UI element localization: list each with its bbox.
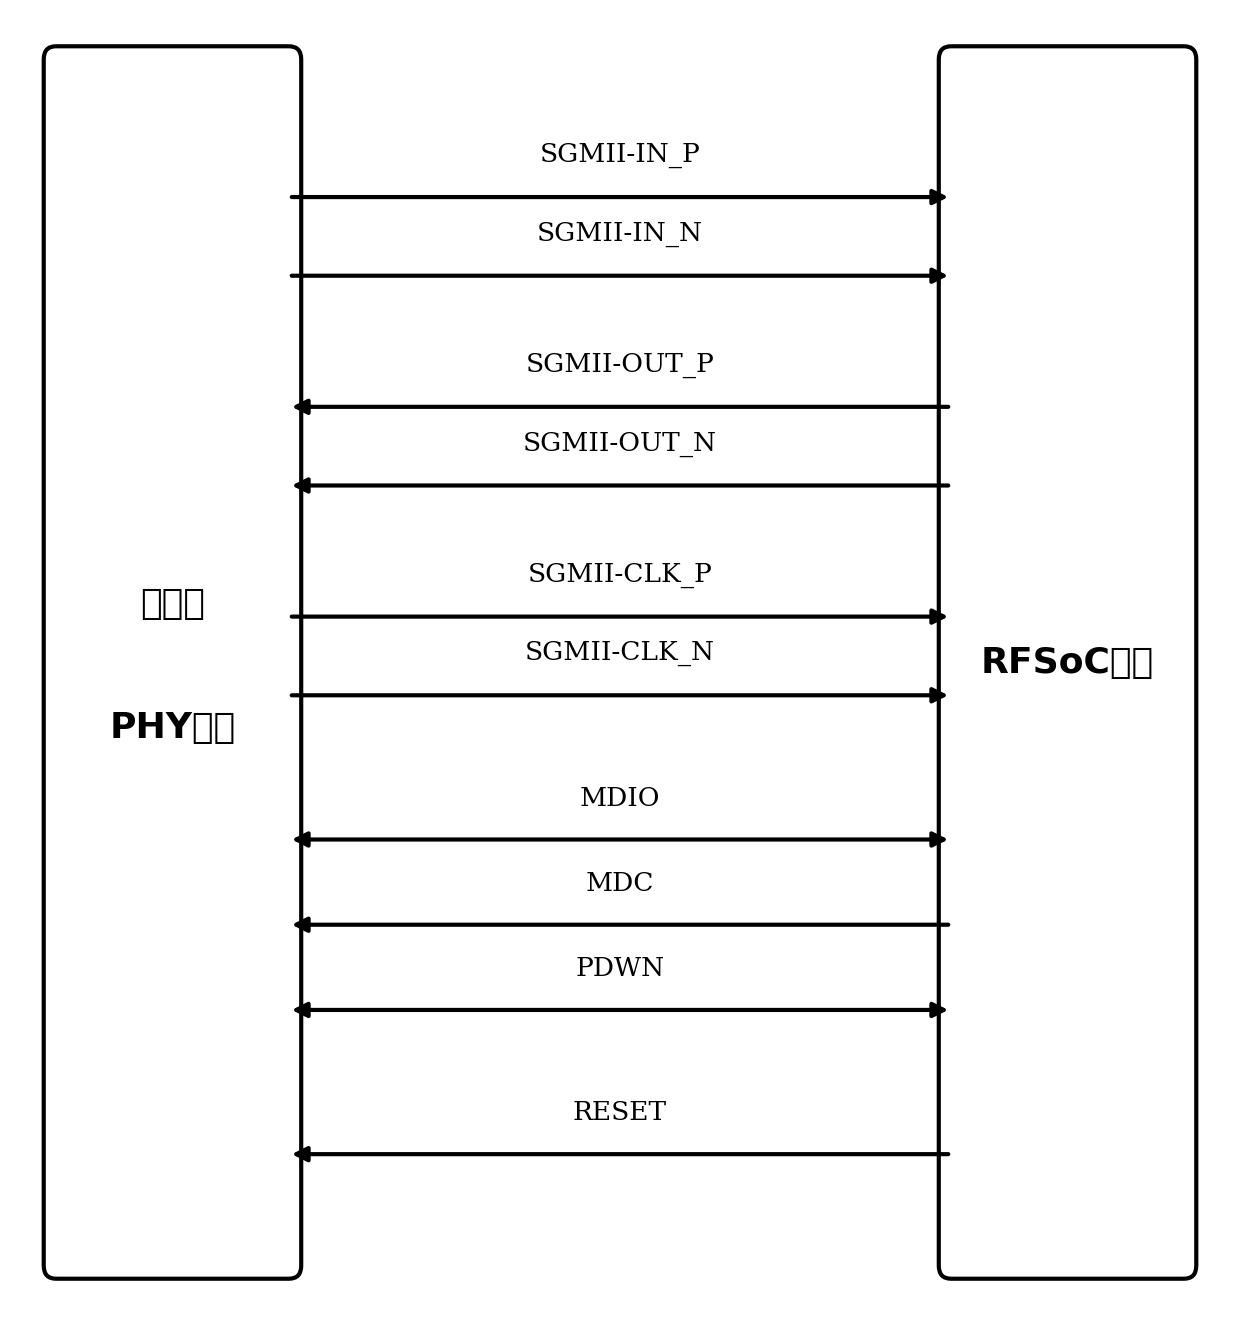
Text: 以太网: 以太网 [140,587,205,620]
Text: MDC: MDC [585,871,655,896]
Text: SGMII-OUT_P: SGMII-OUT_P [526,352,714,378]
Text: SGMII-IN_P: SGMII-IN_P [539,143,701,168]
FancyBboxPatch shape [43,46,301,1279]
Text: SGMII-CLK_N: SGMII-CLK_N [525,641,715,666]
Text: SGMII-IN_N: SGMII-IN_N [537,221,703,246]
Text: SGMII-CLK_P: SGMII-CLK_P [527,563,713,588]
Text: SGMII-OUT_N: SGMII-OUT_N [523,432,717,457]
FancyBboxPatch shape [939,46,1197,1279]
Text: PHY芯片: PHY芯片 [109,712,236,745]
Text: RFSoC芯片: RFSoC芯片 [981,645,1154,680]
Text: RESET: RESET [573,1100,667,1125]
Text: PDWN: PDWN [575,957,665,980]
Text: MDIO: MDIO [580,786,660,811]
